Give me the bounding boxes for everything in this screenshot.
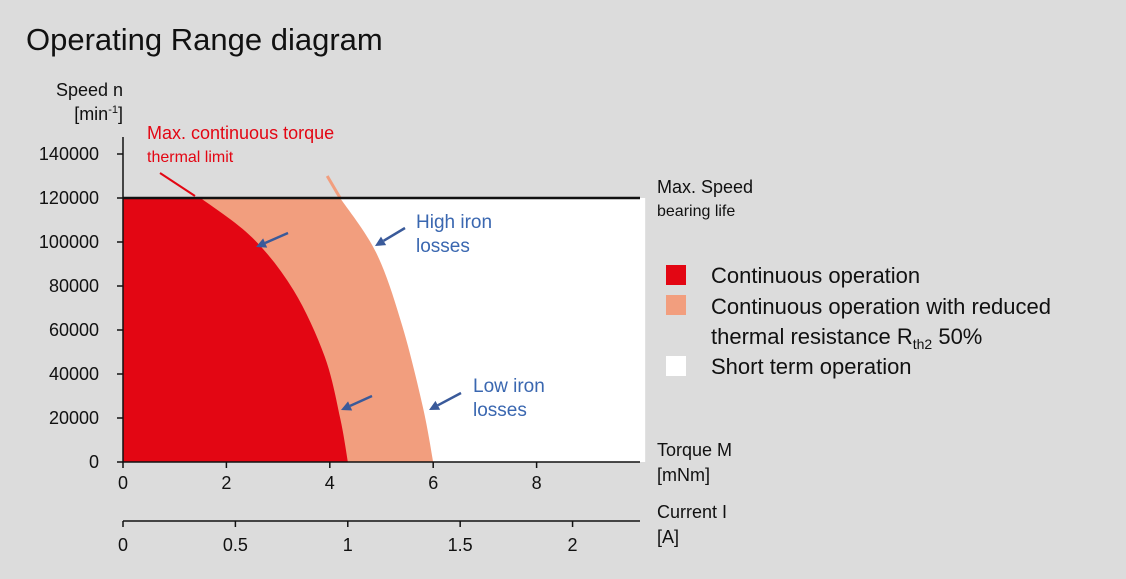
y-tick-label: 20000 <box>49 408 99 428</box>
y-tick-label: 80000 <box>49 276 99 296</box>
legend-label: thermal resistance Rth2 50% <box>711 324 982 352</box>
chart-title: Operating Range diagram <box>26 22 383 57</box>
current-axis-ticks: 0 0.5 1 1.5 2 <box>118 521 578 555</box>
y-tick-label: 0 <box>89 452 99 472</box>
legend-label: Short term operation <box>711 354 912 379</box>
x2-axis-label: Current I <box>657 502 727 522</box>
reduced-thermal-boundary-extension <box>325 175 342 199</box>
x2-tick-label: 0 <box>118 535 128 555</box>
y-tick-label: 100000 <box>39 232 99 252</box>
arrow-shaft <box>382 226 406 242</box>
x2-tick-label: 0.5 <box>223 535 248 555</box>
y-tick-label: 40000 <box>49 364 99 384</box>
y-axis-label: Speed n <box>56 80 123 100</box>
legend: Continuous operation Continuous operation… <box>666 263 1051 379</box>
x-tick-label: 8 <box>532 473 542 493</box>
low-iron-label: Low iron <box>473 376 545 397</box>
legend-swatch <box>666 265 686 285</box>
legend-swatch <box>666 295 686 315</box>
x-axis-ticks: 0 2 4 6 8 <box>118 462 542 493</box>
arrow-low-iron-red <box>341 394 373 411</box>
plot-area <box>122 137 646 522</box>
low-iron-sublabel: losses <box>473 400 527 421</box>
arrow-shaft <box>437 391 462 407</box>
x2-tick-label: 1 <box>343 535 353 555</box>
annotations: Max. continuous torque thermal limit High … <box>147 123 545 421</box>
x2-axis-unit: [A] <box>657 527 679 547</box>
thermal-limit-label: Max. continuous torque <box>147 123 334 143</box>
high-iron-label: High iron <box>416 212 492 233</box>
arrow-head <box>429 400 441 410</box>
x-tick-label: 2 <box>221 473 231 493</box>
thermal-limit-sublabel: thermal limit <box>147 149 234 166</box>
max-speed-label: Max. Speed <box>657 177 753 197</box>
x-axis-label: Torque M <box>657 440 732 460</box>
y-tick-label: 140000 <box>39 144 99 164</box>
x-axis-unit: [mNm] <box>657 465 710 485</box>
arrow-head <box>256 238 268 248</box>
y-axis-unit: [min-1] <box>74 104 123 124</box>
arrow-shaft <box>264 231 289 245</box>
arrow-head <box>375 236 387 246</box>
y-axis-ticks: 0 20000 40000 60000 80000 100000 120000 140000 <box>39 144 123 472</box>
arrow-shaft <box>349 394 373 408</box>
y-tick-label: 60000 <box>49 320 99 340</box>
arrow-low-iron-salmon <box>429 391 462 410</box>
x-tick-label: 4 <box>325 473 335 493</box>
arrow-high-iron-salmon <box>375 226 406 246</box>
arrow-high-iron-red <box>256 231 289 248</box>
max-speed-sublabel: bearing life <box>657 203 735 220</box>
x-tick-label: 6 <box>428 473 438 493</box>
x2-tick-label: 1.5 <box>448 535 473 555</box>
thermal-limit-pointer <box>159 172 196 197</box>
x2-tick-label: 2 <box>568 535 578 555</box>
x-tick-label: 0 <box>118 473 128 493</box>
legend-swatch <box>666 356 686 376</box>
y-tick-label: 120000 <box>39 188 99 208</box>
region-continuous <box>123 198 348 462</box>
legend-label: Continuous operation <box>711 263 920 288</box>
arrow-head <box>341 401 353 411</box>
high-iron-sublabel: losses <box>416 236 470 257</box>
legend-label: Continuous operation with reduced <box>711 294 1051 319</box>
